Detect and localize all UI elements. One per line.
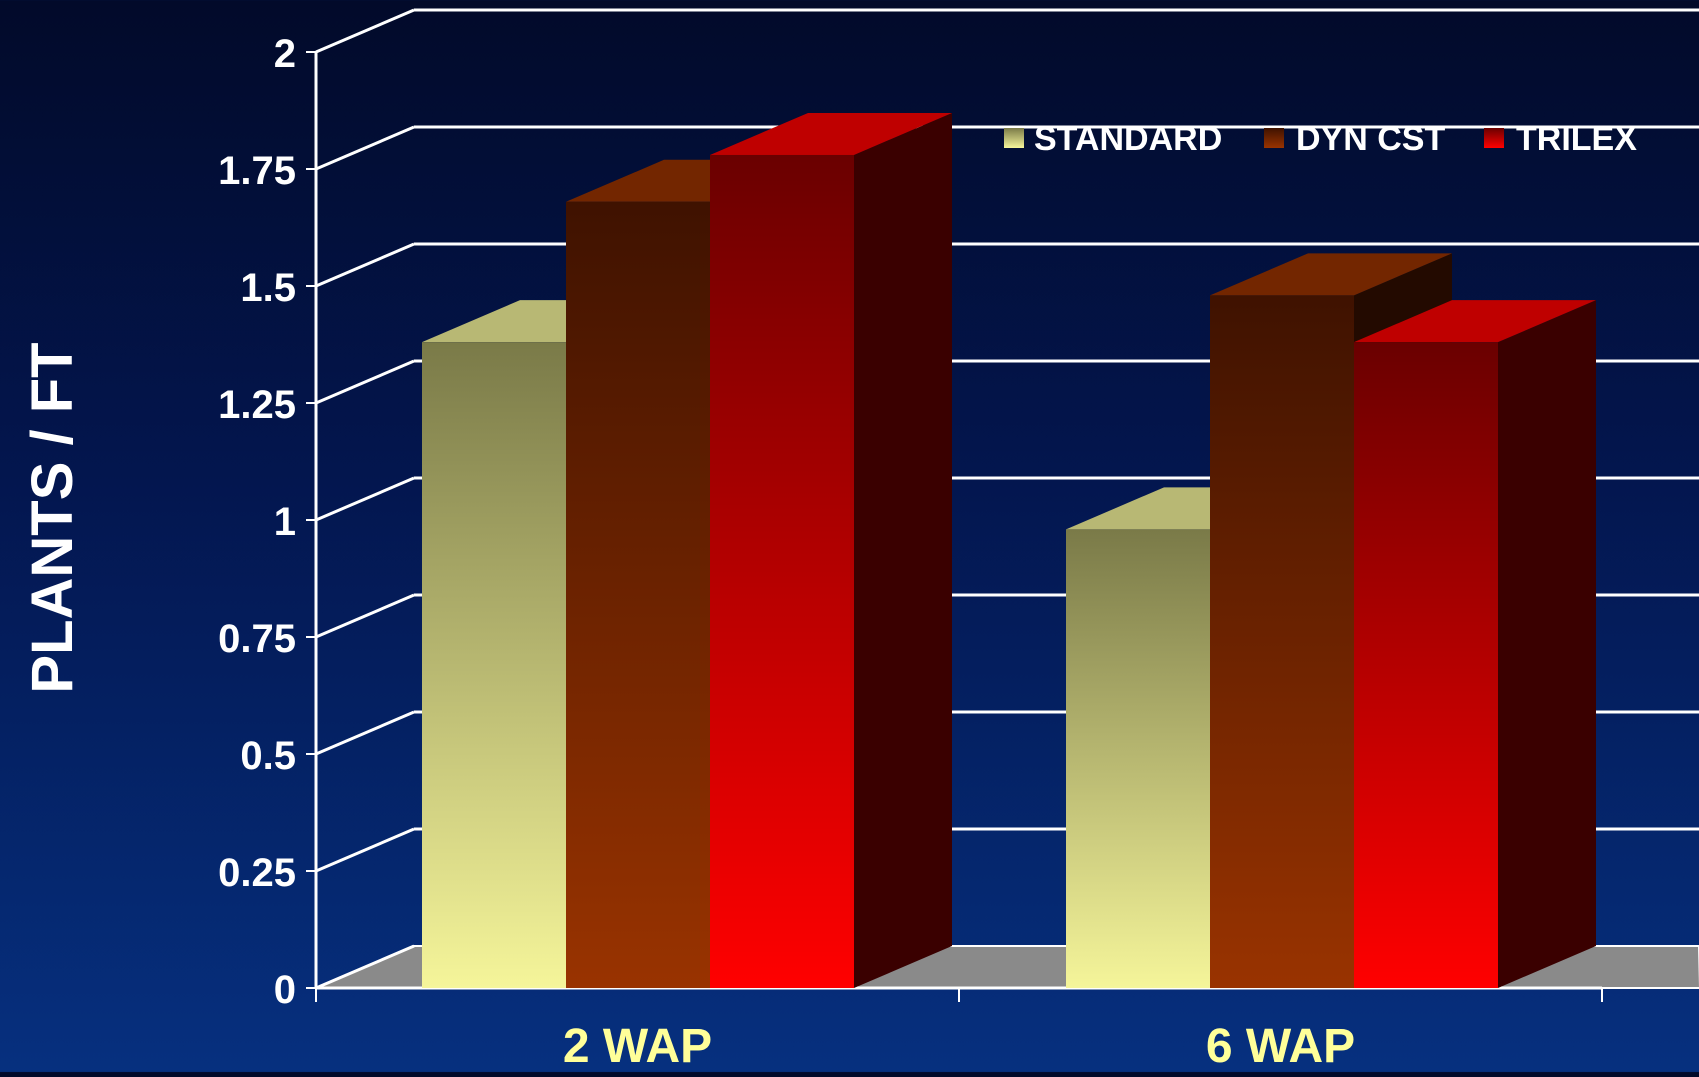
legend-swatch xyxy=(1484,128,1504,148)
gridline-diagonal xyxy=(315,359,415,405)
bar-front xyxy=(1066,529,1210,988)
gridline-diagonal xyxy=(315,593,415,639)
bar-side xyxy=(1498,300,1596,988)
gridline-diagonal xyxy=(315,125,415,171)
bar-front xyxy=(566,201,710,988)
legend-label: DYN CST xyxy=(1296,120,1445,158)
gridline-diagonal xyxy=(315,476,415,522)
gridline-diagonal xyxy=(315,710,415,756)
gridline-diagonal xyxy=(315,944,415,990)
y-tick-label: 1.25 xyxy=(218,383,296,427)
bar-front xyxy=(710,154,854,988)
legend-label: STANDARD xyxy=(1034,120,1222,158)
legend-swatch xyxy=(1264,128,1284,148)
gridline-diagonal xyxy=(315,827,415,873)
bar-front xyxy=(422,342,566,988)
bar-front xyxy=(1210,295,1354,988)
bar-front xyxy=(1354,342,1498,988)
bar-side xyxy=(854,112,952,988)
y-tick-label: 0.75 xyxy=(218,617,296,661)
y-tick-label: 0 xyxy=(274,968,296,1012)
bar-top xyxy=(710,112,952,155)
y-tick-label: 1.75 xyxy=(218,149,296,193)
x-category-label: 6 WAP xyxy=(1206,1020,1355,1072)
y-tick-label: 1.5 xyxy=(240,266,296,310)
gridline-diagonal xyxy=(315,8,415,54)
y-tick-label: 0.25 xyxy=(218,851,296,895)
bar-top xyxy=(1354,300,1596,343)
y-tick-label: 1 xyxy=(274,500,296,544)
y-tick-label: 0.5 xyxy=(240,734,296,778)
bar-top xyxy=(1210,253,1452,296)
y-tick-label: 2 xyxy=(274,32,296,76)
legend-swatch xyxy=(1004,128,1024,148)
bar-trilex-0 xyxy=(710,112,952,988)
x-category-label: 2 WAP xyxy=(563,1020,712,1072)
y-axis-title: PLANTS / FT xyxy=(20,342,85,693)
legend-label: TRILEX xyxy=(1516,120,1637,158)
gridline-diagonal xyxy=(315,242,415,288)
bar-trilex-1 xyxy=(1354,300,1596,988)
